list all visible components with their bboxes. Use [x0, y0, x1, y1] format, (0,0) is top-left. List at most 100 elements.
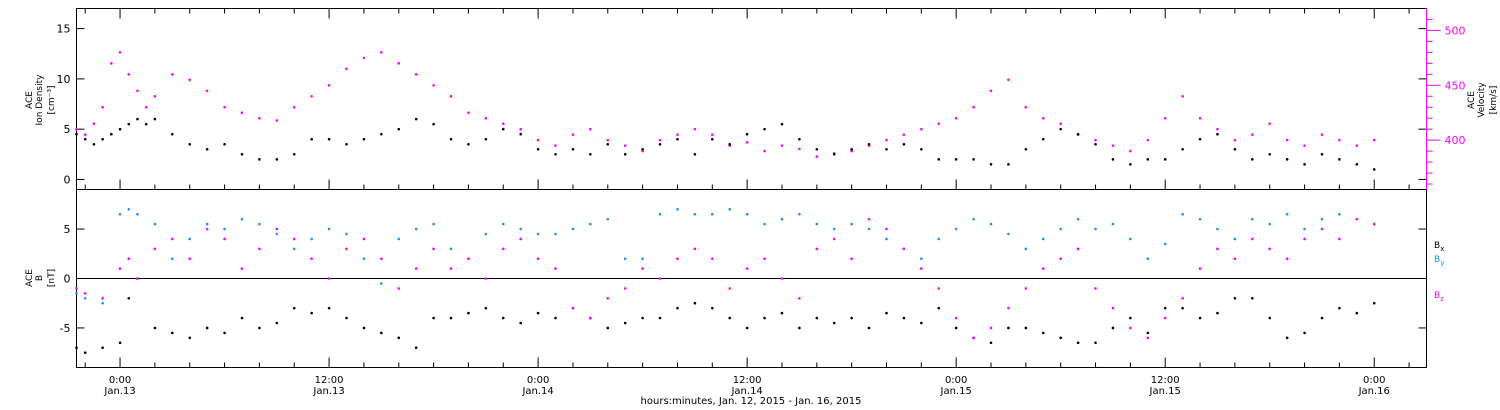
- ion-density-point: [850, 147, 853, 151]
- by-point: [127, 207, 131, 211]
- by-point: [397, 237, 401, 241]
- bx-point: [989, 341, 993, 345]
- bz-point: [536, 257, 540, 261]
- bz-point: [1041, 267, 1045, 270]
- bz-point: [641, 267, 644, 270]
- bx-point: [188, 336, 192, 340]
- bx-point: [954, 326, 958, 330]
- bx-point: [397, 336, 401, 340]
- x-axis: 0:00Jan.1312:00Jan.130:00Jan.1412:00Jan.…: [84, 8, 1410, 397]
- velocity-point: [153, 94, 157, 98]
- bx-point: [1181, 306, 1184, 310]
- by-point: [780, 217, 784, 221]
- ion-density-point: [310, 137, 313, 141]
- bz-point: [1251, 237, 1254, 241]
- bx-point: [676, 306, 679, 310]
- bz-point: [75, 287, 78, 290]
- by-point: [745, 212, 749, 216]
- top-left-tick-label: 0: [64, 173, 71, 186]
- ion-density-point: [327, 137, 331, 141]
- by-point: [536, 232, 540, 236]
- by-point: [380, 282, 383, 285]
- top-right-ylabel-line1: ACE: [1467, 91, 1477, 109]
- by-point: [432, 222, 435, 226]
- bz-point: [1007, 306, 1010, 310]
- by-point: [1268, 222, 1272, 226]
- bx-point: [310, 311, 313, 315]
- bz-point: [920, 267, 923, 270]
- bz-point: [310, 257, 313, 261]
- ion-density-point: [693, 153, 697, 156]
- ion-density-point: [1216, 132, 1219, 136]
- by-point: [501, 222, 505, 226]
- bz-point: [1233, 257, 1237, 261]
- by-point: [519, 227, 522, 231]
- by-point: [345, 232, 348, 236]
- ion-density-point: [188, 142, 192, 146]
- bz-point: [658, 277, 662, 280]
- x-axis-label: hours:minutes, Jan. 12, 2015 - Jan. 16, …: [641, 396, 862, 407]
- by-point: [1146, 257, 1150, 261]
- bz-point: [205, 227, 209, 231]
- ion-density-point: [989, 163, 993, 166]
- bz-point: [258, 247, 261, 251]
- bx-point: [1076, 341, 1080, 345]
- ion-density-point: [83, 137, 87, 141]
- velocity-point: [240, 111, 244, 115]
- velocity-point: [1007, 78, 1010, 82]
- velocity-point: [414, 73, 418, 76]
- velocity-point: [902, 133, 906, 136]
- ion-density-point: [536, 147, 540, 151]
- bottom-left-ylabel: ACE B [nT]: [25, 269, 57, 287]
- by-point: [83, 296, 87, 300]
- x-tick-date-label: Jan.13: [103, 386, 135, 397]
- ion-density-point: [589, 153, 592, 156]
- by-point: [362, 257, 366, 261]
- ion-density-point: [1285, 158, 1289, 161]
- ion-density-point: [292, 153, 296, 156]
- bx-point: [1111, 326, 1115, 330]
- velocity-point: [989, 89, 993, 93]
- by-point: [258, 222, 261, 226]
- ion-density-point: [623, 153, 627, 156]
- bx-point: [641, 316, 644, 320]
- bx-point: [362, 326, 366, 330]
- bx-point: [1303, 331, 1306, 335]
- bx-point: [75, 346, 78, 350]
- legend-by: By: [1434, 255, 1444, 267]
- ion-density-point: [171, 132, 174, 136]
- velocity-point: [1372, 138, 1376, 142]
- ion-density-point: [118, 127, 122, 131]
- by-point: [867, 227, 871, 231]
- bx-point: [519, 321, 522, 325]
- by-point: [484, 232, 488, 236]
- bz-point: [345, 247, 348, 251]
- velocity-point: [101, 105, 104, 109]
- bx-point: [467, 311, 470, 315]
- by-point: [728, 207, 732, 211]
- bx-point: [606, 326, 610, 330]
- ion-density-point: [258, 158, 261, 161]
- velocity-point: [310, 94, 313, 98]
- x-tick-date-label: Jan.15: [1149, 386, 1181, 397]
- bx-point: [240, 316, 244, 320]
- bx-point: [83, 351, 87, 354]
- by-point: [414, 227, 418, 231]
- bz-point: [832, 237, 836, 241]
- ion-density-point: [467, 142, 470, 146]
- bottom-left-ylabel-line3: [nT]: [47, 269, 57, 287]
- by-point: [171, 257, 174, 261]
- bz-point: [780, 277, 784, 280]
- bx-point: [449, 316, 453, 320]
- velocity-point: [327, 83, 331, 87]
- bz-point: [606, 296, 610, 300]
- ion-density-point: [658, 142, 662, 146]
- velocity-point: [484, 116, 488, 120]
- bz-point: [850, 257, 853, 261]
- ion-density-point: [676, 137, 679, 141]
- bottom-left-ylabel-line1: ACE: [25, 269, 35, 287]
- ion-density-point: [136, 117, 139, 121]
- top-left-ylabel: ACE Ion Density [cm⁻³]: [25, 74, 57, 126]
- bx-point: [1094, 341, 1097, 345]
- bz-point: [519, 237, 522, 241]
